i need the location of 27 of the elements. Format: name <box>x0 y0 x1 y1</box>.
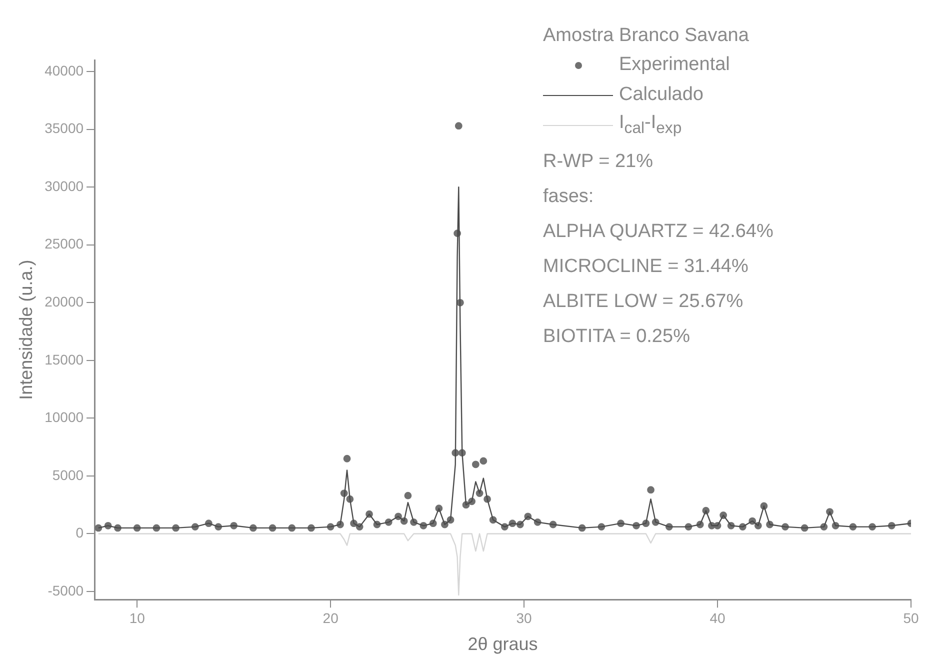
annotation: ALBITE LOW = 25.67% <box>543 290 744 314</box>
y-tick-label: 35000 <box>44 120 84 136</box>
y-axis-title: Intensidade (u.a.) <box>16 260 36 400</box>
legend-label: I$_{cal}$-I$_{exp}$ <box>619 112 682 138</box>
legend-label: Experimental <box>619 54 730 76</box>
y-tick-label: 25000 <box>44 236 84 252</box>
y-tick-label: 30000 <box>44 178 84 194</box>
y-tick-label: 15000 <box>44 351 84 368</box>
x-tick-label: 20 <box>322 610 339 626</box>
x-tick-label: 10 <box>129 610 146 626</box>
y-tick-label: -5000 <box>48 582 84 598</box>
y-tick-label: 5000 <box>52 466 84 483</box>
y-tick-label: 40000 <box>44 62 84 78</box>
y-tick-label: 10000 <box>44 409 84 426</box>
x-tick-label: 30 <box>516 610 532 626</box>
y-tick-label: 20000 <box>44 294 84 310</box>
annotation: MICROCLINE = 31.44% <box>543 255 750 279</box>
x-axis-title: 2θ graus <box>468 634 538 654</box>
annotation: R-WP = 21% <box>543 150 654 174</box>
annotation: BIOTITA = 0.25% <box>543 325 691 349</box>
legend-title: Amostra Branco Savana <box>543 24 750 48</box>
y-tick-label: 0 <box>76 524 84 541</box>
annotation: fases: <box>543 185 595 209</box>
legend-label: Calculado <box>619 84 704 106</box>
x-tick-label: 40 <box>710 610 726 626</box>
annotation: ALPHA QUARTZ = 42.64% <box>543 220 774 244</box>
x-tick-label: 50 <box>903 610 919 626</box>
